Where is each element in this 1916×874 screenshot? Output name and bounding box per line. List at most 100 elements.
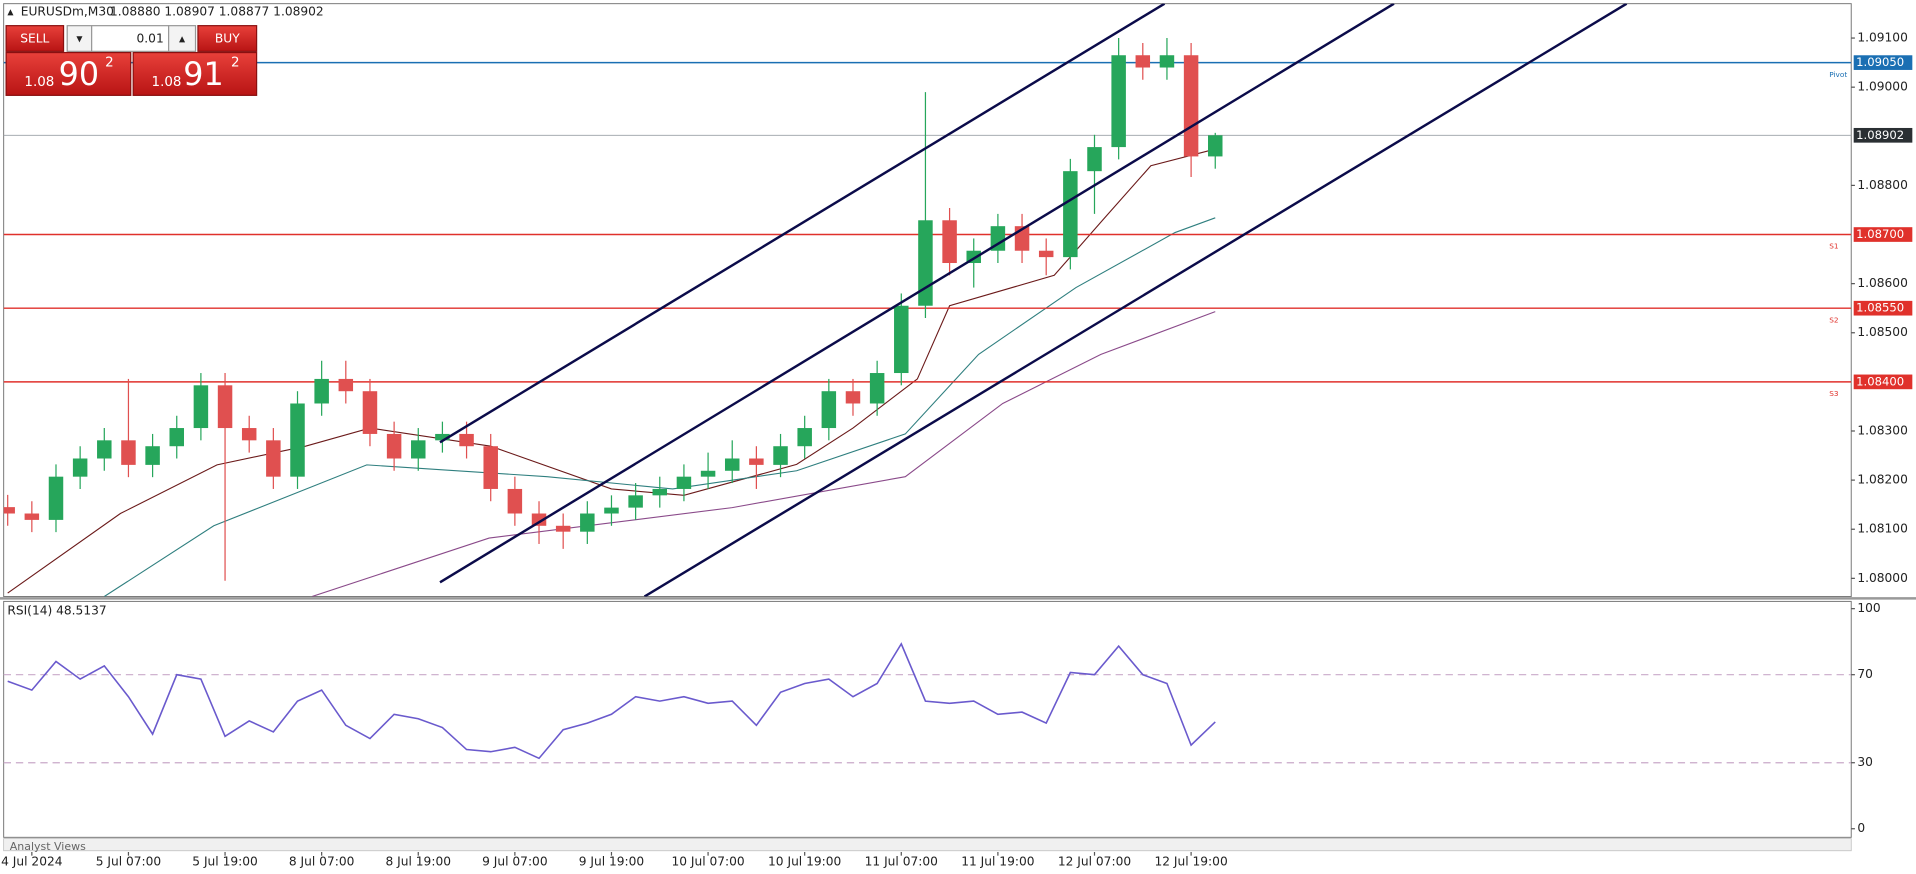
candle-body (700, 470, 716, 477)
channel-line (439, 3, 1395, 584)
candle-body (193, 385, 209, 429)
level-badge (1853, 374, 1913, 390)
level-badge-label: 1.08700 (1856, 227, 1904, 241)
candle-body (314, 378, 329, 404)
buy-label[interactable]: BUY (215, 32, 240, 46)
footer-bar (3, 838, 1852, 852)
x-tick-label: 10 Jul 07:00 (671, 854, 744, 868)
x-tick-label: 5 Jul 07:00 (96, 854, 161, 868)
candle-body (266, 440, 281, 477)
y-tick-label: 70 (1857, 667, 1873, 681)
x-tick-label: 9 Jul 07:00 (482, 854, 547, 868)
candle-body (555, 525, 571, 532)
candle-body (724, 458, 740, 471)
lot-down[interactable] (66, 25, 93, 52)
y-tick-label: 0 (1857, 821, 1865, 835)
candle-body (145, 446, 160, 465)
moving-average (103, 217, 1216, 597)
candle-body (1087, 147, 1102, 172)
moving-average (311, 311, 1216, 597)
lot-up[interactable] (168, 25, 197, 52)
rsi-plot (3, 642, 1852, 764)
y-tick-label: 1.08200 (1857, 473, 1908, 487)
candle-body (241, 428, 257, 441)
moving-average (7, 148, 1216, 594)
y-tick-label: 1.09000 (1857, 80, 1908, 94)
candle-body (24, 513, 40, 520)
channel-line (643, 3, 1628, 597)
y-tick-label: 1.08600 (1857, 276, 1908, 290)
candle-body (1183, 55, 1199, 157)
x-tick-label: 8 Jul 07:00 (289, 854, 354, 868)
candle-body (845, 391, 861, 404)
candle-body (918, 220, 933, 306)
candle-body (507, 488, 523, 514)
bid-box[interactable] (5, 51, 132, 96)
candle-body (290, 403, 305, 477)
y-tick-label: 1.08800 (1857, 178, 1908, 192)
level-name: S2 (1829, 315, 1838, 324)
candle-body (1038, 250, 1054, 258)
level-badge (1853, 300, 1913, 316)
x-tick-label: 12 Jul 07:00 (1058, 854, 1131, 868)
candle-body (386, 433, 402, 459)
symbol: EURUSDm,M30 (21, 5, 114, 19)
candle-body (1063, 171, 1078, 258)
buy-button[interactable] (197, 25, 258, 52)
last-price-label: 1.08902 (1856, 128, 1904, 142)
candle-body (483, 446, 498, 489)
candle-body (1208, 135, 1223, 157)
candle-body (749, 458, 764, 465)
level-name: S1 (1829, 242, 1838, 251)
candle-body (773, 446, 788, 465)
y-tick-label: 100 (1857, 601, 1880, 615)
candle-body (821, 391, 837, 429)
level-badge (1853, 227, 1913, 242)
x-tick-label: 11 Jul 07:00 (865, 854, 938, 868)
y-tick-label: 1.08100 (1857, 522, 1908, 536)
rsi-line (7, 642, 1216, 760)
ask-box[interactable] (132, 51, 258, 96)
sell-button[interactable] (5, 25, 65, 52)
level-badge-label: 1.08400 (1856, 374, 1904, 388)
candle-body (435, 433, 450, 441)
candle-body (580, 513, 595, 532)
y-tick-label: 1.09100 (1857, 31, 1908, 45)
y-tick-label: 30 (1857, 755, 1873, 769)
level-name: S3 (1829, 389, 1839, 398)
y-tick-label: 1.08000 (1857, 571, 1908, 585)
candle-body (676, 476, 692, 489)
main-pane-frame (3, 3, 1852, 598)
lot-value[interactable]: 0.01 (137, 32, 164, 46)
ask-big[interactable]: 1.08 (152, 75, 182, 90)
candle-body (3, 507, 15, 514)
candle-body (604, 507, 619, 514)
candle-body (531, 513, 547, 526)
x-tick-label: 11 Jul 19:00 (961, 854, 1034, 868)
axes: 1.091001.090001.088001.086001.085001.083… (1, 31, 1913, 868)
candle-body (797, 428, 812, 447)
candle-body (459, 433, 474, 447)
candle-body (217, 385, 233, 429)
ask-frac[interactable]: 2 (231, 55, 240, 70)
candle-body (628, 495, 643, 508)
x-tick-label: 9 Jul 19:00 (579, 854, 644, 868)
bid-frac[interactable]: 2 (105, 55, 114, 70)
lot-up-icon[interactable]: ▴ (179, 32, 186, 46)
footer-tab[interactable]: Analyst Views (10, 840, 86, 853)
lot-down-icon[interactable]: ▾ (76, 32, 83, 46)
level-badge-label: 1.08550 (1856, 301, 1904, 315)
rsi-title: RSI(14) 48.5137 (7, 604, 106, 618)
x-tick-label: 5 Jul 19:00 (192, 854, 257, 868)
candle-body (1159, 55, 1175, 68)
candle-body (411, 440, 426, 459)
candle-body (362, 391, 378, 434)
ask-pips[interactable]: 91 (183, 57, 223, 93)
bid-pips[interactable]: 90 (59, 57, 99, 93)
candle-body (338, 378, 354, 392)
sell-label[interactable]: SELL (20, 32, 49, 46)
level-badge (1853, 55, 1913, 70)
bid-big[interactable]: 1.08 (24, 75, 54, 90)
candle-body (652, 488, 668, 496)
last-price-badge (1853, 127, 1913, 143)
